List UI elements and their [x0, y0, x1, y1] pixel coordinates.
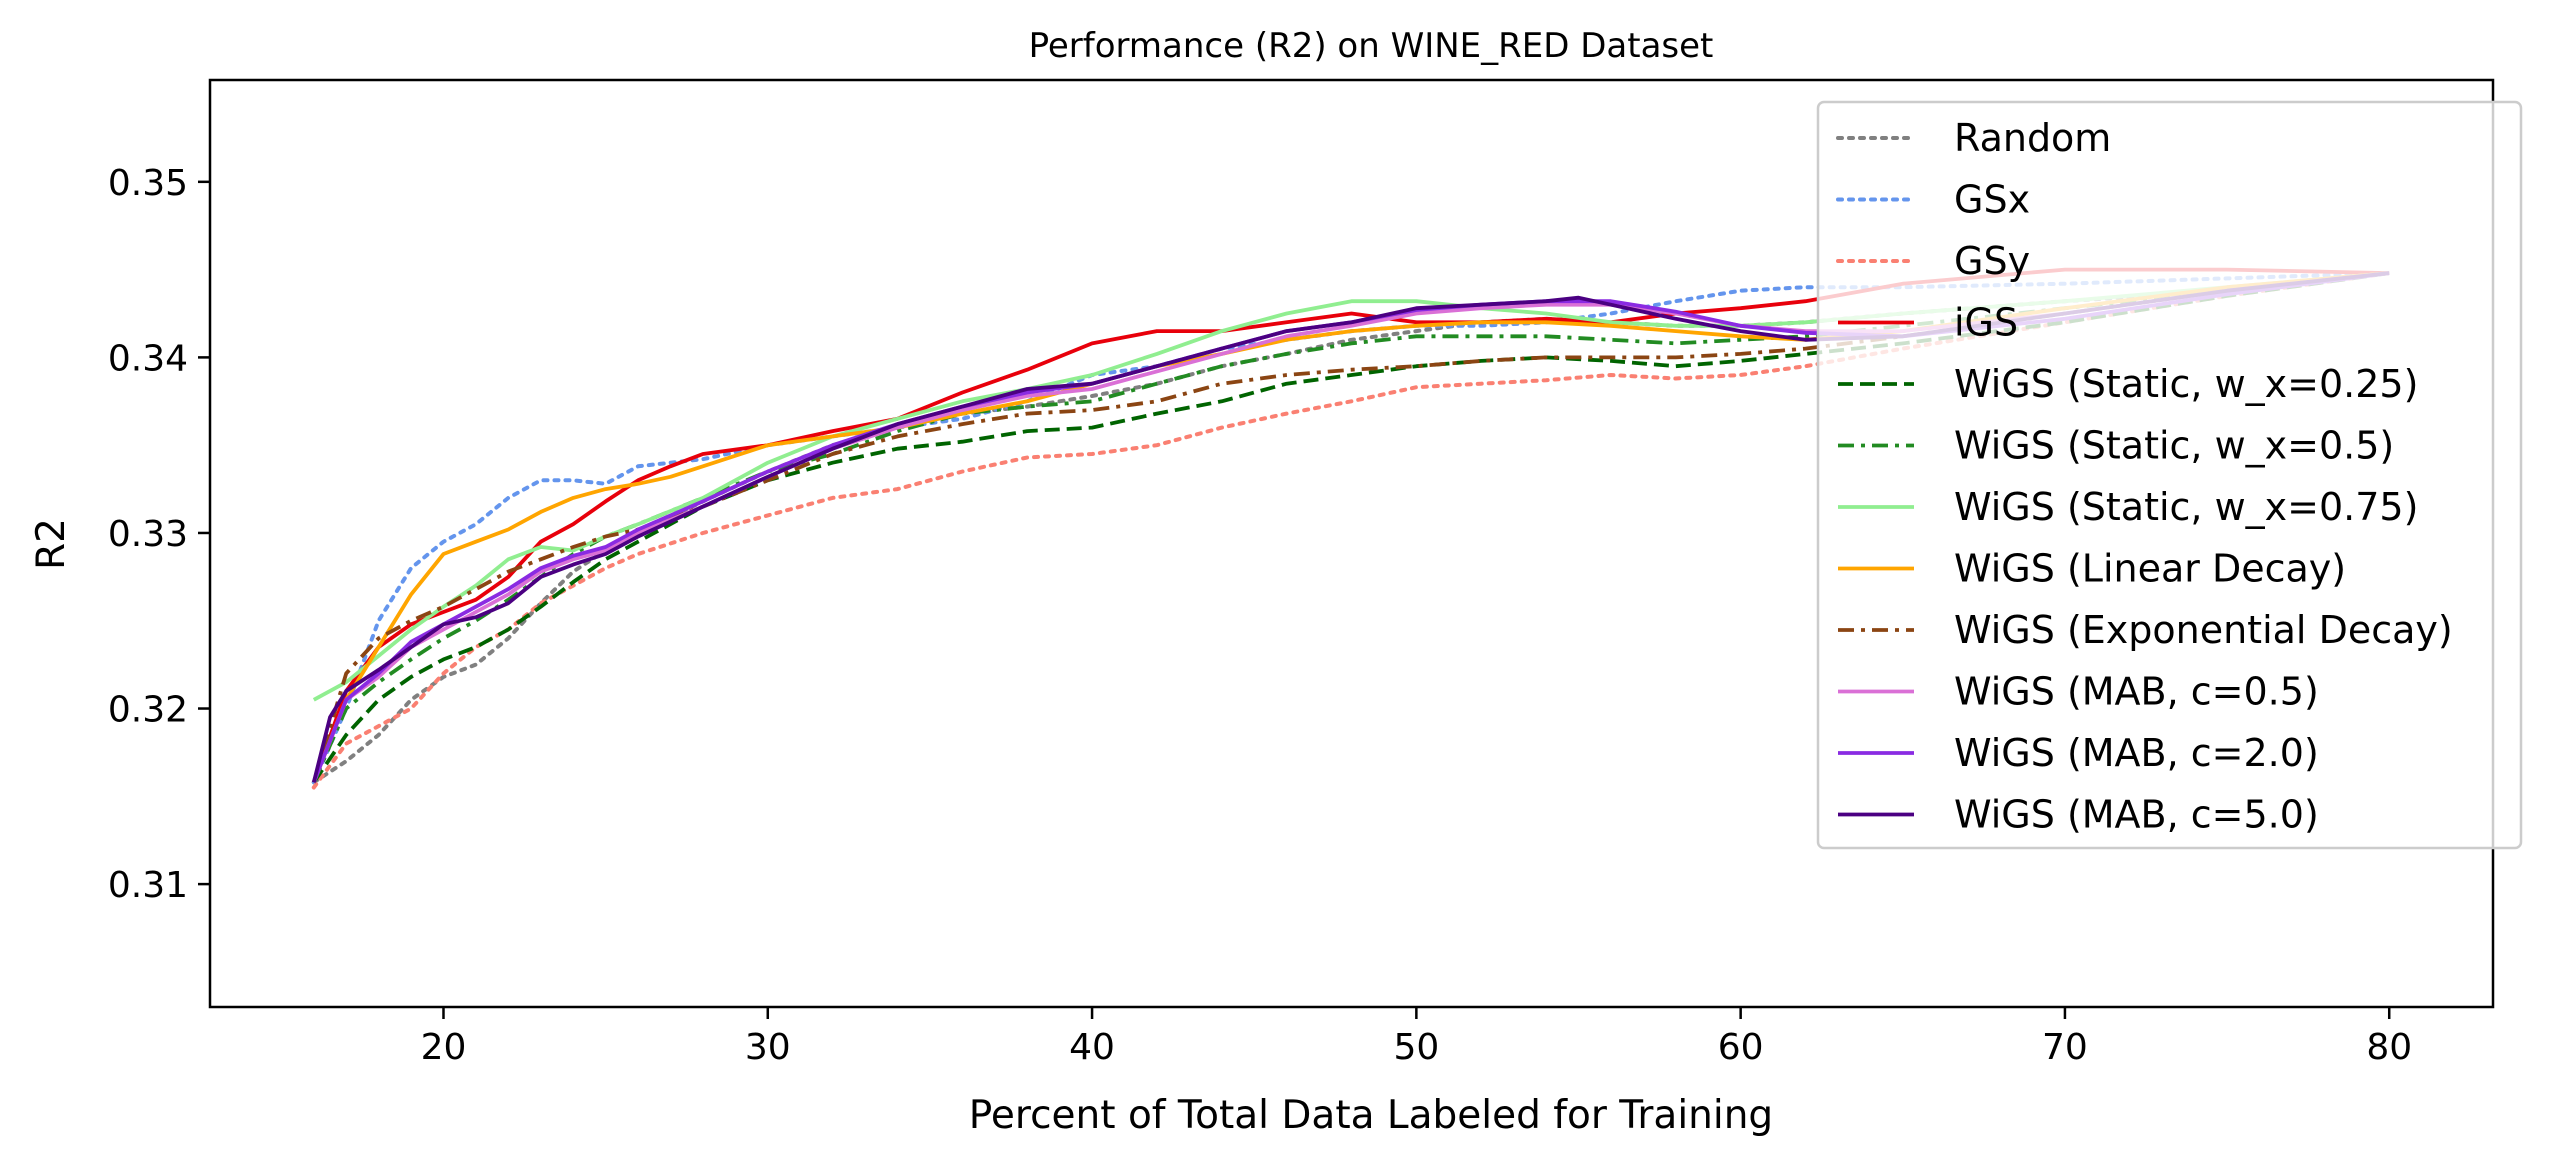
series-line-wigs-mab-c-2-0 — [312, 271, 2390, 783]
y-tick-label: 0.35 — [108, 163, 188, 204]
x-tick-label: 50 — [1393, 1027, 1439, 1068]
legend-label-wigs-static-w-x-0-5: WiGS (Static, w_x=0.5) — [1954, 424, 2394, 468]
legend-label-wigs-mab-c-5-0: WiGS (MAB, c=5.0) — [1954, 793, 2319, 837]
x-tick-label: 30 — [745, 1027, 791, 1068]
legend-label-igs: iGS — [1954, 301, 2018, 345]
legend-box — [1816, 100, 2523, 850]
y-tick-label: 0.32 — [108, 690, 188, 731]
series-line-wigs-mab-c-5-0 — [311, 271, 2390, 783]
series-line-igs — [312, 267, 2390, 783]
y-tick-label: 0.33 — [108, 514, 188, 555]
legend-label-wigs-linear-decay: WiGS (Linear Decay) — [1954, 547, 2346, 591]
series-line-gsx — [311, 271, 2392, 785]
legend: Random GSx GSy iGS WiGS (Static, w_x=0.25) Wi… — [1816, 100, 2523, 850]
series-layer — [311, 267, 2392, 790]
series-line-wigs-static-w-x-0-25 — [312, 271, 2390, 784]
series-line-wigs-exponential-decay — [311, 271, 2390, 783]
x-tick-label: 40 — [1069, 1027, 1115, 1068]
legend-label-wigs-mab-c-2-0: WiGS (MAB, c=2.0) — [1954, 731, 2319, 775]
x-tick-label: 20 — [421, 1027, 467, 1068]
legend-label-gsx: GSx — [1954, 178, 2030, 222]
y-tick-label: 0.31 — [108, 865, 188, 906]
y-axis-label: R2 — [29, 518, 74, 570]
legend-label-gsy: GSy — [1954, 239, 2030, 283]
y-axis-ticks: 0.31 0.32 0.33 0.34 0.35 — [108, 163, 210, 906]
x-tick-label: 80 — [2366, 1027, 2412, 1068]
x-tick-label: 60 — [1718, 1027, 1764, 1068]
x-axis-label: Percent of Total Data Labeled for Traini… — [969, 1093, 1773, 1138]
chart-title: Performance (R2) on WINE_RED Dataset — [1029, 26, 1714, 66]
x-axis-ticks: 20 30 40 50 60 70 80 — [421, 1007, 2412, 1068]
legend-label-random: Random — [1954, 116, 2111, 160]
y-tick-label: 0.34 — [108, 338, 188, 379]
legend-label-wigs-mab-c-0-5: WiGS (MAB, c=0.5) — [1954, 670, 2319, 714]
series-line-random — [311, 271, 2392, 785]
legend-label-wigs-static-w-x-0-75: WiGS (Static, w_x=0.75) — [1954, 485, 2418, 529]
series-line-wigs-linear-decay — [312, 271, 2390, 783]
legend-label-wigs-static-w-x-0-25: WiGS (Static, w_x=0.25) — [1954, 362, 2418, 406]
x-tick-label: 70 — [2042, 1027, 2088, 1068]
legend-label-wigs-exponential-decay: WiGS (Exponential Decay) — [1954, 608, 2453, 652]
